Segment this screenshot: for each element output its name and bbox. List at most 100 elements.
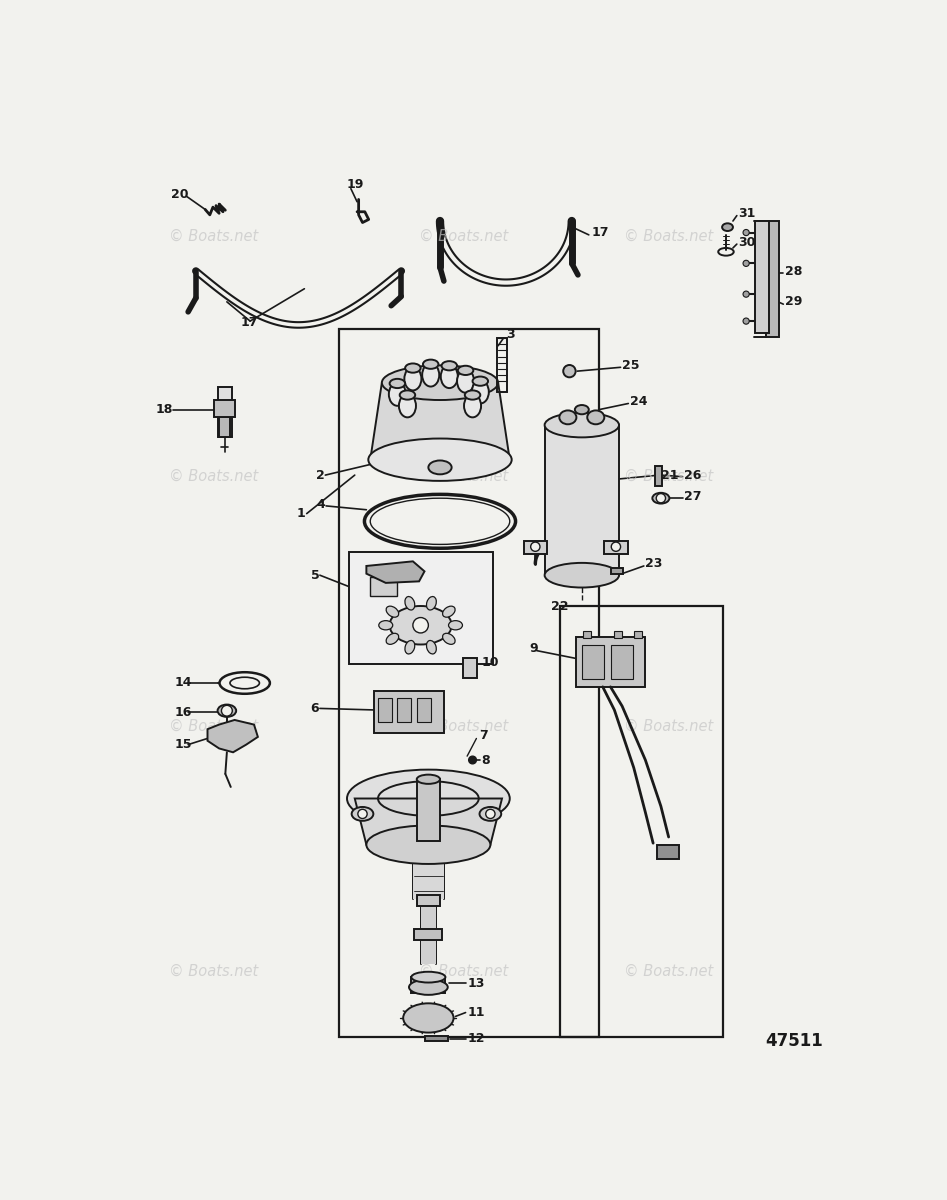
Bar (524, 540, 547, 554)
Bar (611, 568, 623, 574)
Text: 12: 12 (467, 1032, 485, 1045)
Bar (370, 577, 398, 596)
Text: 15: 15 (174, 738, 191, 751)
Ellipse shape (382, 365, 498, 400)
Ellipse shape (389, 379, 405, 388)
Circle shape (743, 292, 749, 298)
Ellipse shape (472, 380, 489, 403)
Circle shape (611, 542, 620, 551)
Ellipse shape (389, 383, 406, 406)
Ellipse shape (405, 641, 415, 654)
Bar (560, 606, 723, 1037)
Text: © Boats.net: © Boats.net (419, 229, 508, 244)
Circle shape (743, 260, 749, 266)
Bar (463, 659, 477, 678)
Bar (654, 466, 662, 486)
Ellipse shape (440, 365, 457, 388)
Ellipse shape (652, 493, 670, 504)
Bar (417, 779, 440, 841)
Ellipse shape (230, 677, 259, 689)
Bar (766, 221, 778, 336)
Text: © Boats.net: © Boats.net (624, 964, 713, 978)
Text: 17: 17 (591, 226, 609, 239)
Ellipse shape (386, 634, 399, 644)
Ellipse shape (220, 672, 270, 694)
Bar (214, 401, 235, 418)
Ellipse shape (464, 395, 481, 418)
Text: © Boats.net: © Boats.net (170, 719, 259, 733)
Text: 6: 6 (311, 702, 319, 715)
Circle shape (469, 756, 476, 764)
Text: 10: 10 (481, 655, 498, 668)
Ellipse shape (428, 461, 452, 474)
Ellipse shape (422, 364, 439, 386)
Ellipse shape (399, 395, 416, 418)
Ellipse shape (575, 406, 589, 414)
Text: 11: 11 (467, 1006, 485, 1019)
Ellipse shape (423, 360, 438, 368)
Bar (218, 386, 231, 437)
Text: 8: 8 (481, 754, 490, 767)
Text: 7: 7 (479, 728, 488, 742)
Text: © Boats.net: © Boats.net (419, 964, 508, 978)
Bar (634, 631, 641, 638)
Ellipse shape (545, 413, 619, 437)
Ellipse shape (441, 361, 457, 371)
Text: © Boats.net: © Boats.net (624, 229, 713, 244)
Bar (581, 644, 603, 679)
Ellipse shape (426, 596, 437, 610)
Ellipse shape (473, 377, 488, 385)
Text: 20: 20 (171, 187, 188, 200)
Bar (615, 631, 622, 638)
Circle shape (413, 618, 428, 632)
Ellipse shape (379, 620, 393, 630)
Ellipse shape (403, 1003, 454, 1032)
Text: © Boats.net: © Boats.net (624, 719, 713, 733)
Circle shape (656, 493, 666, 503)
Polygon shape (207, 720, 258, 752)
Text: 29: 29 (785, 295, 802, 308)
Text: 4: 4 (316, 498, 325, 511)
Bar (374, 691, 444, 733)
Ellipse shape (426, 641, 437, 654)
Ellipse shape (457, 366, 474, 374)
Text: © Boats.net: © Boats.net (419, 719, 508, 733)
Bar (545, 425, 619, 575)
Bar (219, 418, 230, 437)
Text: 27: 27 (684, 490, 702, 503)
Bar (417, 895, 440, 906)
Text: 14: 14 (174, 677, 191, 690)
Bar (349, 552, 492, 664)
Text: 26: 26 (684, 468, 702, 481)
Ellipse shape (417, 775, 440, 784)
Text: 18: 18 (155, 403, 173, 416)
Bar (576, 637, 645, 686)
Circle shape (743, 229, 749, 235)
Ellipse shape (386, 606, 399, 617)
Bar (583, 631, 591, 638)
Circle shape (358, 809, 367, 818)
Bar (657, 845, 679, 858)
Ellipse shape (351, 806, 373, 821)
Text: 5: 5 (311, 569, 319, 582)
Ellipse shape (405, 364, 420, 373)
Ellipse shape (560, 410, 577, 425)
Text: 21: 21 (661, 468, 678, 481)
Circle shape (530, 542, 540, 551)
Polygon shape (370, 383, 509, 460)
Bar (611, 644, 633, 679)
Text: 19: 19 (347, 179, 365, 191)
Ellipse shape (587, 410, 604, 425)
Ellipse shape (449, 620, 462, 630)
Bar (339, 329, 599, 1037)
Polygon shape (366, 562, 424, 583)
Circle shape (222, 706, 232, 716)
Text: 2: 2 (316, 468, 325, 481)
Text: 30: 30 (739, 236, 756, 250)
Ellipse shape (723, 223, 733, 232)
Bar (378, 698, 392, 721)
Text: 25: 25 (622, 359, 639, 372)
Circle shape (563, 365, 576, 377)
Text: 3: 3 (506, 329, 514, 342)
Ellipse shape (409, 979, 448, 995)
